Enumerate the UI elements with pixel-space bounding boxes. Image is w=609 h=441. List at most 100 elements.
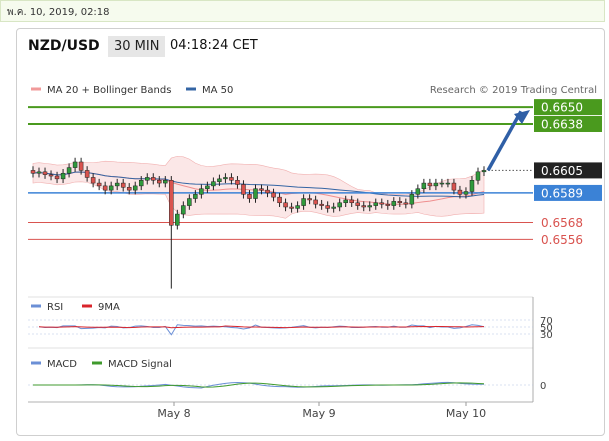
candle-body xyxy=(271,192,276,198)
candle-body xyxy=(319,203,324,206)
candle-body xyxy=(469,180,475,192)
candle-body xyxy=(126,187,132,191)
forecast-arrow xyxy=(486,110,523,172)
candle-body xyxy=(409,194,415,205)
candle-body xyxy=(90,177,96,184)
macd-signal-legend-label: MACD Signal xyxy=(108,359,172,370)
candle-body xyxy=(325,205,330,209)
candle-body xyxy=(120,182,126,188)
candle-body xyxy=(385,203,391,206)
candle-body xyxy=(391,201,397,206)
candle-body xyxy=(199,188,204,195)
candle-body xyxy=(223,177,228,180)
candle-body xyxy=(361,205,366,208)
support-label: 0.6568 xyxy=(541,216,583,230)
x-tick-label: May 9 xyxy=(302,407,335,420)
candle-body xyxy=(301,198,306,206)
candle-body xyxy=(36,171,42,174)
rsi-tick-label: 70 xyxy=(540,316,553,327)
ma50-line xyxy=(32,171,485,198)
candle-body xyxy=(373,202,379,206)
candle-body xyxy=(157,180,162,184)
resistance-tag xyxy=(534,99,602,116)
macd-signal-line xyxy=(33,382,485,388)
resistance-label: 0.6650 xyxy=(541,101,583,115)
candle-body xyxy=(193,194,198,199)
candle-body xyxy=(379,202,385,205)
candle-body xyxy=(205,185,210,189)
candle-body xyxy=(397,201,403,204)
bollinger-band xyxy=(32,155,485,219)
rsi-9ma-line xyxy=(38,325,485,329)
forecast-arrowhead xyxy=(514,110,530,124)
candle-body xyxy=(343,199,348,204)
candle-body xyxy=(132,185,138,191)
candle-body xyxy=(78,161,84,171)
candle-body xyxy=(337,202,342,208)
candle-body xyxy=(439,182,445,185)
candle-body xyxy=(229,177,234,181)
current-price-label: 0.6605 xyxy=(541,164,583,178)
candle-body xyxy=(211,181,216,187)
candle-body xyxy=(241,184,246,195)
candle-body xyxy=(108,185,114,191)
candle-body xyxy=(253,188,258,199)
candle-body xyxy=(463,191,469,195)
candle-body xyxy=(72,161,78,168)
pair-title: NZD/USD xyxy=(28,38,100,54)
ma50-legend-label: MA 50 xyxy=(202,85,233,96)
candle-body xyxy=(187,198,192,206)
candle-body xyxy=(457,189,463,195)
ma20-legend-label: MA 20 + Bollinger Bands xyxy=(47,85,171,96)
chart-panel xyxy=(16,28,605,436)
candle-body xyxy=(349,199,354,204)
candle-body xyxy=(138,180,144,187)
candle-body xyxy=(421,182,427,189)
macd-legend-label: MACD xyxy=(47,359,77,370)
candle-body xyxy=(175,213,180,226)
credit-label: Research © 2019 Trading Central xyxy=(430,85,597,96)
rsi-tick-label: 50 xyxy=(540,323,553,334)
candle-body xyxy=(169,180,174,226)
candle-body xyxy=(42,171,48,175)
candle-body xyxy=(289,206,294,209)
candle-body xyxy=(247,194,252,199)
date-bar: พ.ค. 10, 2019, 02:18 xyxy=(0,0,605,22)
candle-body xyxy=(475,171,481,181)
candle-body xyxy=(181,205,186,215)
candle-body xyxy=(277,196,282,204)
candle-body xyxy=(451,182,457,191)
candle-body xyxy=(265,189,270,194)
candle-body xyxy=(102,185,108,191)
candle-body xyxy=(54,175,60,180)
candle-body xyxy=(307,198,312,201)
candle-body xyxy=(367,205,372,208)
current-price-tag xyxy=(534,162,602,179)
candle-body xyxy=(427,182,433,187)
x-tick-label: May 8 xyxy=(157,407,190,420)
candle-body xyxy=(445,182,451,185)
candle-body xyxy=(66,167,72,174)
candle-body xyxy=(481,170,487,173)
candle-body xyxy=(313,199,318,205)
candle-body xyxy=(163,180,168,184)
candle-body xyxy=(403,202,409,205)
candle-body xyxy=(30,170,36,174)
candle-body xyxy=(235,180,240,185)
pivot-label: 0.6589 xyxy=(541,186,583,200)
candle-body xyxy=(415,188,421,195)
candle-body xyxy=(60,172,66,180)
date-stamp: พ.ค. 10, 2019, 02:18 xyxy=(7,7,110,18)
candle-body xyxy=(355,202,360,206)
resistance-label: 0.6638 xyxy=(541,117,583,131)
resistance-tag xyxy=(534,115,602,132)
timeframe-button[interactable]: 30 MIN xyxy=(108,36,166,57)
x-tick-label: May 10 xyxy=(446,407,486,420)
rsi-legend-label: RSI xyxy=(47,302,63,313)
candle-body xyxy=(217,178,222,182)
candle-body xyxy=(331,206,336,209)
candle-body xyxy=(295,205,300,209)
candle-body xyxy=(48,174,54,177)
candle-body xyxy=(84,170,90,178)
